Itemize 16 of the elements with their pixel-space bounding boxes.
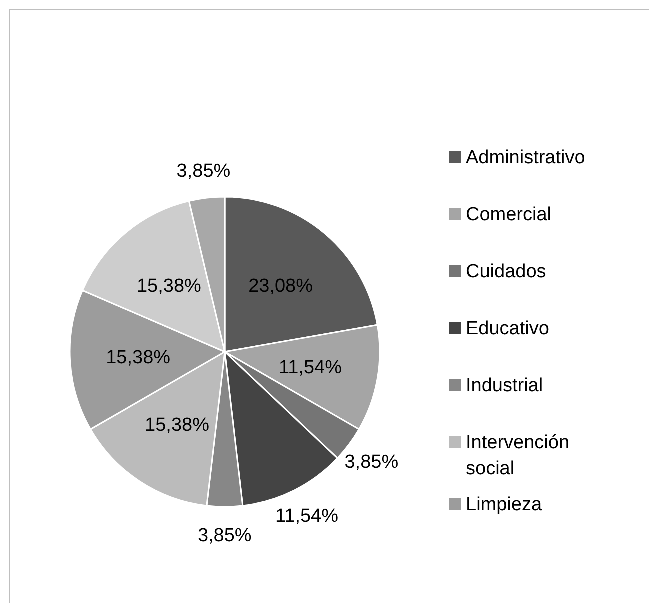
- data-label: 3,85%: [344, 452, 399, 473]
- legend-label: Intervención social: [466, 432, 570, 480]
- data-label: 3,85%: [198, 526, 252, 547]
- legend-label: Comercial: [466, 204, 552, 226]
- data-label: 11,54%: [278, 358, 342, 379]
- legend-label: Educativo: [466, 318, 550, 340]
- data-label: 23,08%: [248, 276, 314, 298]
- legend-label: Limpieza: [466, 494, 542, 516]
- data-label: 11,54%: [275, 506, 339, 528]
- legend-label: Cuidados: [466, 262, 546, 283]
- legend-label: Industrial: [466, 376, 544, 397]
- legend-label: Administrativo: [466, 148, 586, 169]
- data-label: 15,38%: [136, 276, 202, 298]
- data-label: 15,38%: [145, 415, 210, 436]
- data-label: 15,38%: [106, 348, 171, 369]
- data-label: 3,85%: [176, 160, 231, 182]
